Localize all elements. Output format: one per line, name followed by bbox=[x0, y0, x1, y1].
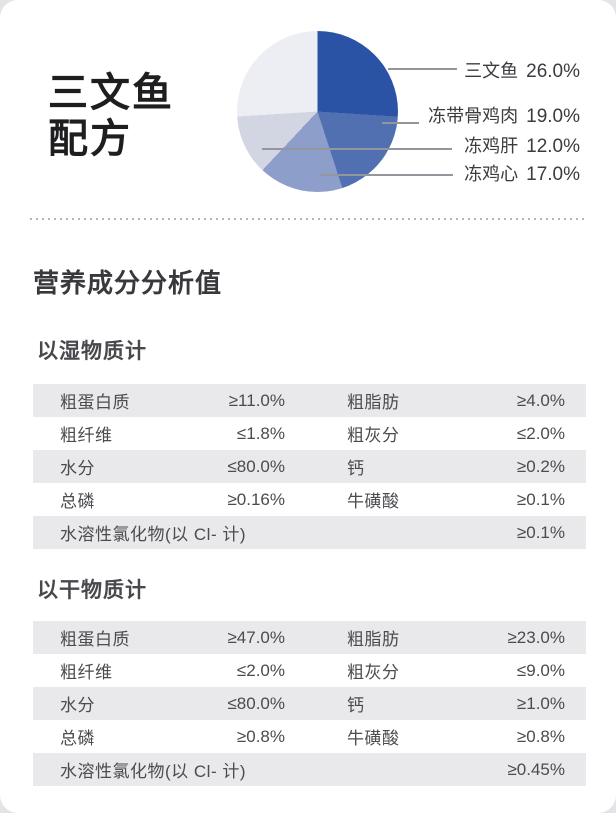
nutrient-label: 水溶性氯化物(以 Cl- 计) bbox=[60, 525, 246, 544]
nutrient-value: ≤2.0% bbox=[236, 660, 285, 680]
wet-basis-table: 粗蛋白质 ≥11.0% 粗脂肪 ≥4.0% 粗纤维 ≤1.8% 粗灰分 ≤2.0% 水分… bbox=[33, 384, 586, 549]
leader-line-chicken-liver bbox=[262, 148, 452, 150]
nutrient-value: ≤2.0% bbox=[516, 423, 565, 443]
nutrient-value: ≤80.0% bbox=[227, 456, 285, 476]
wet-basis-heading: 以湿物质计 bbox=[37, 340, 147, 363]
table-row: 总磷 ≥0.8% 牛磺酸 ≥0.8% bbox=[33, 720, 586, 753]
dry-basis-heading: 以干物质计 bbox=[37, 579, 147, 602]
nutrient-value: ≤1.8% bbox=[236, 423, 285, 443]
table-row: 总磷 ≥0.16% 牛磺酸 ≥0.1% bbox=[33, 483, 586, 516]
legend-value: 17.0% bbox=[526, 164, 580, 185]
nutrient-value: ≥0.45% bbox=[507, 759, 565, 779]
table-row: 粗蛋白质 ≥47.0% 粗脂肪 ≥23.0% bbox=[33, 621, 586, 654]
dry-basis-table: 粗蛋白质 ≥47.0% 粗脂肪 ≥23.0% 粗纤维 ≤2.0% 粗灰分 ≤9.0% 水… bbox=[33, 621, 586, 786]
nutrient-label: 粗脂肪 bbox=[347, 630, 400, 649]
legend-item-chicken-with-bone: 冻带骨鸡肉 19.0% bbox=[428, 102, 580, 128]
legend-label: 三文鱼 bbox=[464, 61, 519, 81]
product-title-line-2: 配方 bbox=[48, 117, 132, 161]
nutrient-value: ≤9.0% bbox=[516, 660, 565, 680]
nutrient-label: 钙 bbox=[347, 696, 365, 715]
table-row: 粗纤维 ≤2.0% 粗灰分 ≤9.0% bbox=[33, 654, 586, 687]
legend-value: 12.0% bbox=[526, 136, 580, 157]
nutrient-value: ≥11.0% bbox=[228, 390, 285, 410]
nutrient-label: 牛磺酸 bbox=[347, 729, 400, 748]
nutrient-value: ≤80.0% bbox=[227, 693, 285, 713]
nutrient-value: ≥4.0% bbox=[516, 390, 565, 410]
nutrient-label: 粗灰分 bbox=[347, 426, 400, 445]
leader-line-chicken-with-bone bbox=[382, 122, 419, 124]
legend-value: 19.0% bbox=[526, 106, 580, 127]
nutrient-label: 水分 bbox=[60, 696, 95, 715]
legend-label: 冻鸡肝 bbox=[464, 136, 519, 156]
table-row: 水分 ≤80.0% 钙 ≥0.2% bbox=[33, 450, 586, 483]
table-row: 水溶性氯化物(以 Cl- 计) ≥0.1% bbox=[33, 516, 586, 549]
nutrient-label: 粗灰分 bbox=[347, 663, 400, 682]
dotted-divider bbox=[30, 218, 588, 220]
nutrient-label: 牛磺酸 bbox=[347, 492, 400, 511]
nutrient-value: ≥47.0% bbox=[227, 627, 285, 647]
legend-label: 冻鸡心 bbox=[464, 164, 519, 184]
nutrient-label: 水溶性氯化物(以 Cl- 计) bbox=[60, 762, 246, 781]
product-title: 三文鱼 配方 bbox=[48, 70, 174, 162]
nutrient-value: ≥0.1% bbox=[516, 489, 565, 509]
table-row: 水溶性氯化物(以 Cl- 计) ≥0.45% bbox=[33, 753, 586, 786]
legend-value: 26.0% bbox=[526, 61, 580, 82]
nutrient-value: ≥0.2% bbox=[516, 456, 565, 476]
pie-chart bbox=[237, 31, 398, 192]
table-row: 水分 ≤80.0% 钙 ≥1.0% bbox=[33, 687, 586, 720]
legend-item-chicken-heart: 冻鸡心 17.0% bbox=[464, 160, 580, 186]
nutrient-label: 水分 bbox=[60, 459, 95, 478]
table-row: 粗纤维 ≤1.8% 粗灰分 ≤2.0% bbox=[33, 417, 586, 450]
leader-line-chicken-heart bbox=[320, 174, 453, 176]
nutrient-label: 粗纤维 bbox=[60, 663, 113, 682]
nutrient-value: ≥0.1% bbox=[516, 522, 565, 542]
nutrient-label: 粗蛋白质 bbox=[60, 630, 130, 649]
legend-item-chicken-liver: 冻鸡肝 12.0% bbox=[464, 132, 580, 158]
table-row: 粗蛋白质 ≥11.0% 粗脂肪 ≥4.0% bbox=[33, 384, 586, 417]
legend-label: 冻带骨鸡肉 bbox=[428, 106, 519, 126]
product-title-line-1: 三文鱼 bbox=[48, 71, 174, 115]
nutrient-value: ≥23.0% bbox=[507, 627, 565, 647]
nutrient-label: 粗蛋白质 bbox=[60, 393, 130, 412]
nutrient-label: 总磷 bbox=[60, 492, 95, 511]
nutrient-label: 粗纤维 bbox=[60, 426, 113, 445]
nutrient-value: ≥0.16% bbox=[227, 489, 285, 509]
nutrient-label: 总磷 bbox=[60, 729, 95, 748]
leader-line-salmon bbox=[388, 68, 457, 70]
nutrient-label: 钙 bbox=[347, 459, 365, 478]
nutrient-value: ≥0.8% bbox=[516, 726, 565, 746]
analysis-heading: 营养成分分析值 bbox=[33, 268, 223, 298]
nutrient-value: ≥1.0% bbox=[516, 693, 565, 713]
nutrient-value: ≥0.8% bbox=[236, 726, 285, 746]
legend-item-salmon: 三文鱼 26.0% bbox=[464, 57, 580, 83]
header-section: 三文鱼 配方 三文鱼 26.0% 冻带骨鸡肉 19.0% 冻鸡肝 12.0% 冻鸡心 1… bbox=[0, 0, 616, 222]
nutrient-label: 粗脂肪 bbox=[347, 393, 400, 412]
